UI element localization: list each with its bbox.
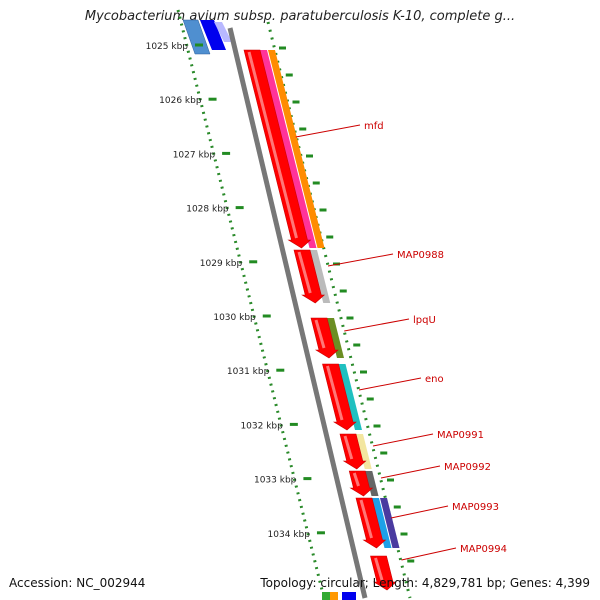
- gene-label: eno: [425, 374, 444, 385]
- gene-leader-line: [295, 124, 361, 138]
- gene-band: [310, 250, 331, 303]
- gene-leader-line: [344, 318, 410, 332]
- gene-label: MAP0992: [444, 462, 491, 473]
- backbone: [227, 27, 368, 599]
- gene-leader-line: [380, 465, 441, 479]
- ruler-tick-label: 1026 kbp: [159, 96, 202, 106]
- gene-band: [380, 498, 400, 548]
- ruler-tick-label: 1031 kbp: [227, 367, 270, 377]
- ruler-tick-label: 1027 kbp: [173, 150, 216, 160]
- gene-band: [327, 318, 344, 358]
- topology-label: Topology: circular; Length: 4,829,781 bp…: [260, 576, 590, 590]
- gene-block-top-2: [200, 20, 226, 50]
- gene-arrow-highlight: [343, 435, 354, 460]
- gene-label: mfd: [364, 121, 384, 132]
- gene-label: MAP0988: [397, 250, 444, 261]
- gene-arrow-highlight: [297, 251, 312, 294]
- gene-leader-line: [358, 377, 422, 391]
- gene-arrow-highlight: [314, 319, 326, 349]
- gene-block-top-3: [214, 22, 232, 42]
- gene-leader-line: [401, 547, 457, 561]
- gene-label: MAP0994: [460, 544, 507, 555]
- gene-arrow-highlight: [352, 472, 360, 487]
- gene-color-bands: [260, 50, 400, 548]
- ruler-tick-label: 1034 kbp: [268, 530, 311, 540]
- gene-leader-line: [372, 433, 434, 447]
- gene-band: [268, 50, 325, 248]
- accession-label: Accession: NC_002944: [9, 576, 146, 590]
- ruler-tick-label: 1029 kbp: [200, 259, 243, 269]
- gene-label: MAP0991: [437, 430, 484, 441]
- ruler-line: [176, 9, 324, 591]
- gene-band: [372, 498, 392, 548]
- gene-band: [260, 50, 317, 248]
- gene-arrow-highlight: [374, 557, 384, 581]
- gene-leader-line: [390, 505, 449, 519]
- gene-band: [338, 364, 362, 430]
- gene-label: lpqU: [413, 315, 436, 326]
- gene-label: MAP0993: [452, 502, 499, 513]
- gene-arrow-highlight: [326, 365, 344, 421]
- gene-leader-line: [327, 253, 394, 267]
- gene-block-bottom-3: [342, 592, 356, 600]
- gene-band: [356, 434, 372, 469]
- ruler-tick-label: 1028 kbp: [186, 205, 229, 215]
- gene-band: [365, 471, 379, 496]
- gene-block-bottom-1: [322, 592, 330, 600]
- gene-arrow-highlight: [247, 51, 298, 239]
- strand-edge: [266, 21, 412, 599]
- gene-block-bottom-2: [330, 592, 338, 600]
- ruler-tick-label: 1030 kbp: [213, 313, 256, 323]
- gene-block-top-1: [182, 19, 211, 55]
- ruler-tick-label: 1033 kbp: [254, 476, 297, 486]
- ruler-tick-label: 1032 kbp: [240, 421, 283, 431]
- gene-labels: mfd MAP0988 lpqU eno MAP0991 MAP0992 MAP0993 MA…: [295, 121, 507, 561]
- ruler-ticks: 1025 kbp 1026 kbp 1027 kbp 1028 kbp 1029 kbp…: [146, 42, 415, 563]
- gene-arrow-highlight: [359, 499, 373, 539]
- gene-arrows: [243, 49, 397, 591]
- ruler-tick-label: 1025 kbp: [146, 42, 189, 52]
